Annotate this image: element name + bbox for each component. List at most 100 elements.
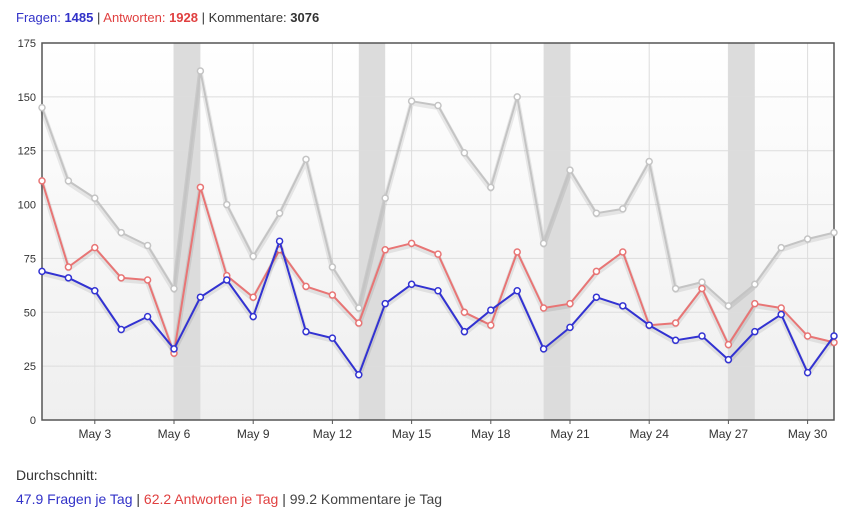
x-tick-label: May 12 [313,427,353,441]
data-point-answers [355,319,363,327]
x-tick-label: May 21 [550,427,590,441]
data-point-answers [328,291,337,299]
data-point-comments [830,228,838,237]
data-point-answers [249,293,257,301]
data-point-comments [196,67,205,75]
data-point-comments [143,241,152,250]
data-point-comments [671,284,680,293]
data-point-comments [619,205,627,213]
separator: | [96,10,101,25]
data-point-comments [91,194,99,202]
data-point-questions [724,355,733,364]
y-tick-label: 50 [24,307,36,319]
x-tick-label: May 30 [788,427,828,441]
data-point-comments [460,149,469,157]
x-tick-label: May 9 [237,427,270,441]
data-point-questions [698,332,706,340]
data-point-comments [539,239,548,248]
data-point-questions [143,312,152,321]
x-tick-label: May 6 [158,427,191,441]
weekend-band [358,43,386,420]
y-tick-label: 150 [18,92,36,104]
data-point-comments [407,97,416,105]
questions-total: 1485 [64,10,94,25]
averages-title: Durchschnitt: [16,467,98,483]
comments-per-day: 99.2 Kommentare je Tag [289,491,443,507]
series-questions [38,237,838,380]
data-point-questions [513,286,521,295]
data-point-comments [513,93,521,101]
data-point-questions [38,267,46,276]
data-point-comments [592,209,601,217]
data-point-comments [751,280,759,289]
x-tick-label: May 27 [709,427,749,441]
series-lines [38,67,838,380]
data-point-comments [777,243,785,252]
data-point-questions [539,345,548,353]
data-point-questions [91,286,99,295]
summary-header: Fragen: 1485 | Antworten: 1928 | Komment… [16,10,319,25]
data-point-answers [777,304,785,312]
data-point-comments [170,284,178,293]
y-axis-ticks: 0 25 50 75 100 125 150 175 [18,38,36,427]
x-axis-ticks: May 3 May 6 May 9 May 12 May 15 May 18 May 21 M… [78,420,828,441]
data-point-answers [803,332,812,340]
grid-lines [42,43,834,420]
data-point-questions [830,332,838,340]
data-point-questions [566,323,574,332]
data-point-answers [64,263,73,271]
data-point-answers [751,299,759,308]
data-point-questions [196,293,205,301]
y-tick-label: 125 [18,146,36,158]
data-point-comments [117,228,125,237]
x-tick-label: May 15 [392,427,432,441]
data-point-questions [249,312,257,321]
data-point-comments [803,235,812,243]
comments-label: Kommentare: [208,10,287,25]
data-point-questions [117,325,125,334]
data-point-questions [803,368,812,377]
separator: | [282,491,286,507]
answers-total: 1928 [169,10,198,25]
y-tick-label: 0 [30,415,36,427]
data-point-questions [223,276,231,284]
data-point-answers [407,239,416,248]
activity-line-chart: 0 25 50 75 100 125 150 175 May 3 May 6 May 9 May 1… [18,38,838,441]
data-point-comments [38,103,46,112]
data-point-answers [117,274,125,282]
data-point-questions [302,327,310,336]
averages-section: Durchschnitt: 47.9 Fragen je Tag | 62.2 … [16,463,442,511]
data-point-comments [355,304,363,312]
data-point-comments [724,302,733,310]
x-tick-label: May 24 [630,427,670,441]
data-point-comments [645,157,653,166]
data-point-comments [275,209,284,217]
data-point-comments [64,177,73,185]
questions-label: Fragen: [16,10,61,25]
data-point-answers [698,284,706,293]
data-point-comments [566,166,574,174]
data-point-questions [751,327,759,336]
data-point-questions [328,334,337,342]
data-point-answers [539,304,548,312]
data-point-questions [487,306,495,314]
averages-line: 47.9 Fragen je Tag | 62.2 Antworten je T… [16,487,442,511]
y-tick-label: 100 [18,200,36,212]
data-point-answers [143,276,152,284]
data-point-questions [619,302,627,310]
x-tick-label: May 18 [471,427,511,441]
data-point-comments [302,155,310,164]
data-point-questions [170,345,178,353]
data-point-questions [381,299,389,308]
data-point-answers [513,248,521,256]
x-tick-label: May 3 [78,427,111,441]
data-point-answers [381,246,389,254]
data-point-answers [487,321,495,329]
data-point-questions [434,286,442,295]
data-point-questions [671,336,680,345]
data-point-comments [328,263,337,271]
data-point-questions [64,274,73,282]
data-point-answers [434,250,442,258]
questions-per-day: 47.9 Fragen je Tag [16,491,133,507]
data-point-questions [275,237,284,245]
